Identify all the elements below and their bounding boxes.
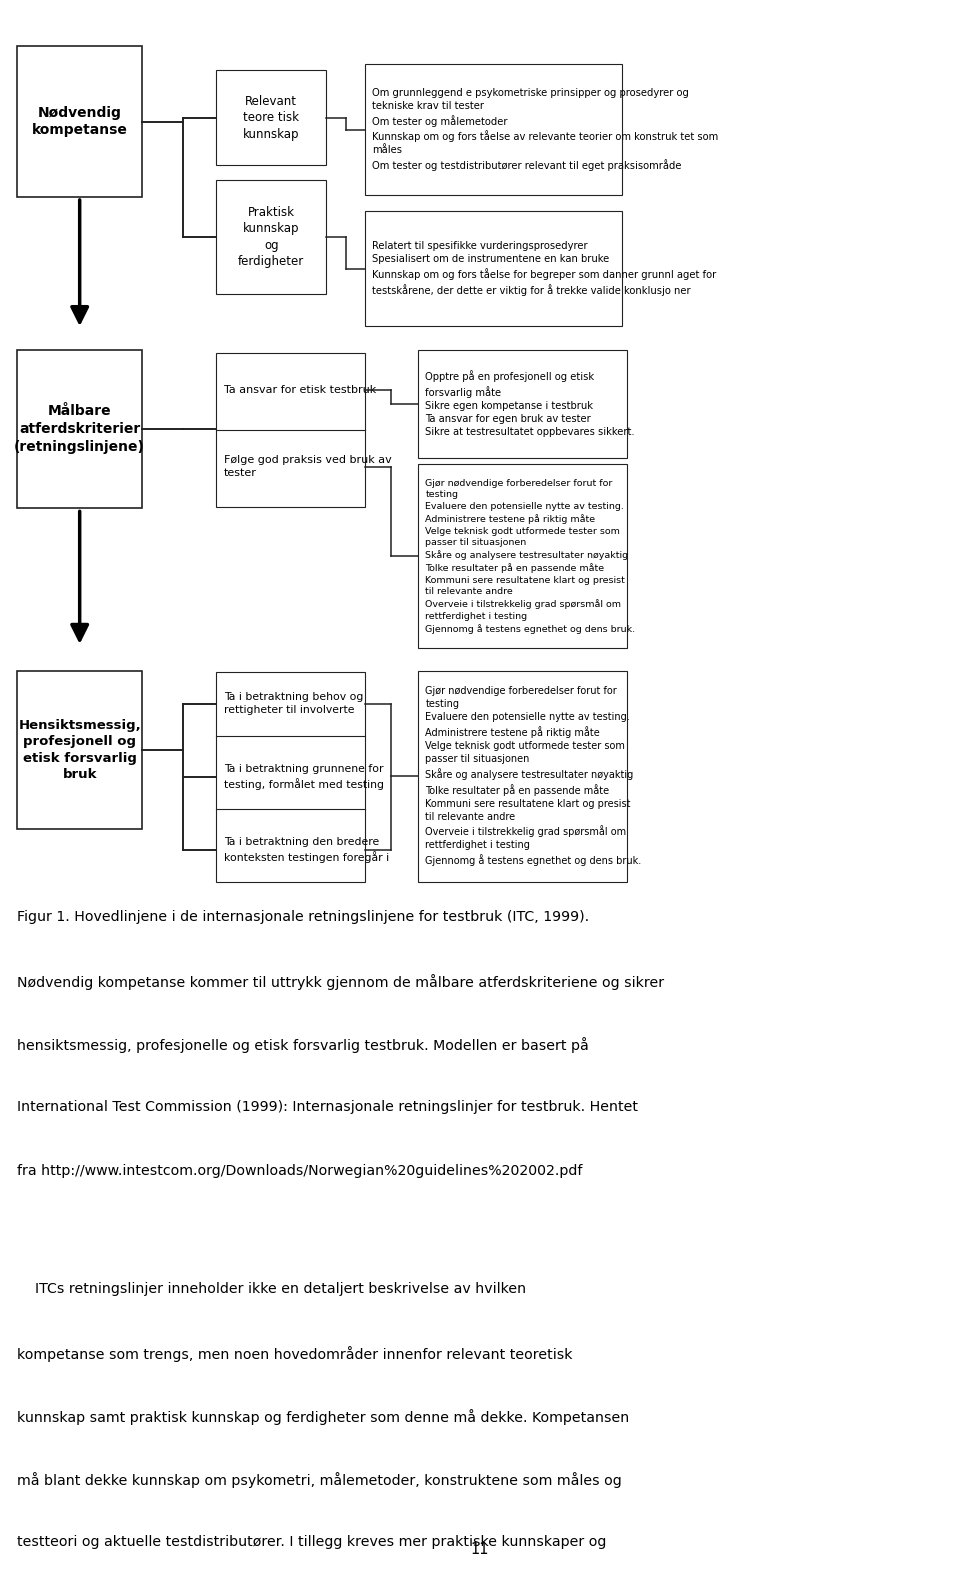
Text: kompetanse som trengs, men noen hovedområder innenfor relevant teoretisk: kompetanse som trengs, men noen hovedomr… [17, 1346, 573, 1362]
FancyBboxPatch shape [216, 353, 365, 507]
Text: 11: 11 [470, 1543, 490, 1557]
Text: Hensiktsmessig,
profesjonell og
etisk forsvarlig
bruk: Hensiktsmessig, profesjonell og etisk fo… [18, 718, 141, 782]
FancyBboxPatch shape [17, 350, 142, 508]
Text: Målbare
atferdskriterier
(retningslinjene): Målbare atferdskriterier (retningslinjen… [14, 404, 145, 454]
Text: Ta ansvar for etisk testbruk: Ta ansvar for etisk testbruk [224, 385, 376, 394]
FancyBboxPatch shape [418, 464, 627, 648]
Text: Gjør nødvendige forberedelser forut for
testing
Evaluere den potensielle nytte a: Gjør nødvendige forberedelser forut for … [425, 686, 641, 866]
Text: Figur 1. Hovedlinjene i de internasjonale retningslinjene for testbruk (ITC, 199: Figur 1. Hovedlinjene i de internasjonal… [17, 910, 589, 925]
Text: Følge god praksis ved bruk av
tester: Følge god praksis ved bruk av tester [224, 454, 392, 478]
FancyBboxPatch shape [216, 180, 326, 294]
FancyBboxPatch shape [17, 46, 142, 197]
FancyBboxPatch shape [365, 211, 622, 326]
Text: Ta i betraktning den bredere
konteksten testingen foregår i: Ta i betraktning den bredere konteksten … [224, 837, 389, 863]
Text: Nødvendig kompetanse kommer til uttrykk gjennom de målbare atferdskriteriene og : Nødvendig kompetanse kommer til uttrykk … [17, 974, 664, 990]
Text: Praktisk
kunnskap
og
ferdigheter: Praktisk kunnskap og ferdigheter [238, 205, 304, 269]
Text: Gjør nødvendige forberedelser forut for
testing
Evaluere den potensielle nytte a: Gjør nødvendige forberedelser forut for … [425, 478, 636, 634]
FancyBboxPatch shape [216, 672, 365, 882]
FancyBboxPatch shape [365, 64, 622, 195]
Text: International Test Commission (1999): Internasjonale retningslinjer for testbruk: International Test Commission (1999): In… [17, 1101, 638, 1114]
Text: Relatert til spesifikke vurderingsprosedyrer
Spesialisert om de instrumentene en: Relatert til spesifikke vurderingsprosed… [372, 242, 717, 296]
FancyBboxPatch shape [17, 671, 142, 829]
Text: Ta i betraktning grunnene for
testing, formålet med testing: Ta i betraktning grunnene for testing, f… [224, 764, 384, 790]
Text: Opptre på en profesjonell og etisk
forsvarlig måte
Sikre egen kompetanse i testb: Opptre på en profesjonell og etisk forsv… [425, 370, 635, 437]
Text: Ta i betraktning behov og
rettigheter til involverte: Ta i betraktning behov og rettigheter ti… [224, 693, 363, 715]
Text: må blant dekke kunnskap om psykometri, målemetoder, konstruktene som måles og: må blant dekke kunnskap om psykometri, m… [17, 1471, 622, 1487]
Text: fra http://www.intestcom.org/Downloads/Norwegian%20guidelines%202002.pdf: fra http://www.intestcom.org/Downloads/N… [17, 1163, 583, 1177]
FancyBboxPatch shape [216, 70, 326, 165]
Text: testteori og aktuelle testdistributører. I tillegg kreves mer praktiske kunnskap: testteori og aktuelle testdistributører.… [17, 1535, 607, 1549]
Text: Nødvendig
kompetanse: Nødvendig kompetanse [32, 105, 128, 138]
Text: ITCs retningslinjer inneholder ikke en detaljert beskrivelse av hvilken: ITCs retningslinjer inneholder ikke en d… [17, 1282, 526, 1297]
Text: Relevant
teore tisk
kunnskap: Relevant teore tisk kunnskap [243, 95, 300, 140]
Text: hensiktsmessig, profesjonelle og etisk forsvarlig testbruk. Modellen er basert p: hensiktsmessig, profesjonelle og etisk f… [17, 1038, 589, 1054]
Text: Om grunnleggend e psykometriske prinsipper og prosedyrer og
tekniske krav til te: Om grunnleggend e psykometriske prinsipp… [372, 87, 719, 172]
Text: kunnskap samt praktisk kunnskap og ferdigheter som denne må dekke. Kompetansen: kunnskap samt praktisk kunnskap og ferdi… [17, 1409, 630, 1425]
FancyBboxPatch shape [418, 350, 627, 458]
FancyBboxPatch shape [418, 671, 627, 882]
